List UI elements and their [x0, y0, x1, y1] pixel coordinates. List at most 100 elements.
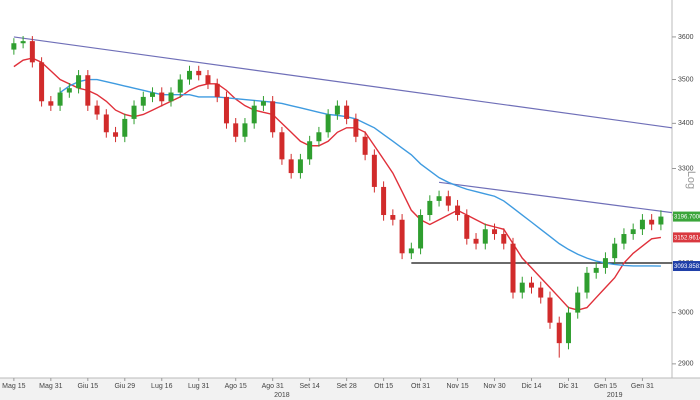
candle-body — [48, 101, 54, 106]
candle-body — [279, 132, 285, 160]
candle-body — [150, 92, 156, 97]
x-tick-label: Ott 15 — [374, 383, 393, 390]
candle-body — [223, 96, 229, 124]
x-tick-label: Giu 15 — [78, 383, 99, 390]
candle-body — [658, 216, 664, 225]
candle-body — [649, 219, 655, 225]
x-tick-label: Gen 15 — [594, 383, 617, 390]
candle-body — [538, 287, 544, 298]
x-tick-label: Set 28 — [337, 383, 357, 390]
price-marker-label: 3093.8581 — [674, 264, 700, 270]
trendline — [438, 181, 673, 214]
x-tick-label: Nov 15 — [446, 383, 468, 390]
candle-body — [445, 196, 451, 206]
candle-body — [177, 79, 183, 93]
candle-body — [482, 229, 488, 244]
moving-average-line — [13, 57, 662, 311]
candle-body — [436, 196, 442, 201]
year-label: 2019 — [607, 392, 623, 399]
candle-body — [593, 267, 599, 273]
y-tick-label: 3500 — [678, 76, 694, 83]
x-tick-label: Ago 31 — [262, 383, 284, 390]
candle-body — [381, 186, 387, 216]
candle-body — [260, 101, 266, 106]
candle-body — [455, 205, 461, 216]
y-tick-label: 3400 — [678, 120, 694, 127]
x-tick-label: Lug 31 — [188, 383, 210, 390]
x-tick-label: Ago 15 — [225, 383, 247, 390]
candle-body — [94, 105, 100, 115]
x-tick-label: Ott 31 — [411, 383, 430, 390]
candle-body — [353, 118, 359, 137]
candle-body — [621, 234, 627, 244]
candle-body — [159, 92, 165, 102]
candle-body — [307, 141, 313, 160]
y-tick-label: 3000 — [678, 309, 694, 316]
candle-body — [103, 114, 109, 133]
price-marker-label: 3152.9614 — [674, 235, 700, 241]
candle-body — [122, 118, 128, 137]
candle-body — [214, 83, 220, 97]
candle-body — [630, 229, 636, 235]
candle-body — [510, 243, 516, 293]
price-marker — [673, 211, 700, 222]
candle-body — [501, 234, 507, 244]
x-tick-label: Nov 30 — [483, 383, 505, 390]
candle-body — [325, 114, 331, 133]
x-tick-label: Gen 31 — [631, 383, 654, 390]
candle-body — [29, 41, 35, 63]
candle-body — [57, 92, 63, 106]
candle-body — [20, 41, 26, 44]
x-tick-label: Mag 15 — [2, 383, 25, 390]
candle-body — [168, 92, 174, 102]
candle-body — [205, 75, 211, 84]
candle-body — [186, 70, 192, 80]
x-tick-label: Dic 31 — [559, 383, 579, 390]
candle-body — [66, 88, 72, 93]
candle-body — [565, 312, 571, 344]
price-marker — [673, 232, 700, 243]
candle-body — [399, 219, 405, 254]
candle-body — [316, 132, 322, 142]
candle-body — [371, 154, 377, 187]
price-marker-label: 3196.7000 — [674, 215, 700, 221]
candle-body — [519, 282, 525, 293]
candle-body — [390, 215, 396, 220]
price-marker — [673, 261, 700, 272]
year-label: 2018 — [274, 392, 290, 399]
candle-body — [602, 258, 608, 268]
x-tick-label: Dic 14 — [522, 383, 542, 390]
candle-body — [85, 75, 91, 106]
candle-body — [113, 132, 119, 137]
y-tick-label: 3600 — [678, 34, 694, 41]
trendline — [13, 36, 673, 129]
x-tick-label: Mag 31 — [39, 383, 62, 390]
x-axis-band — [0, 378, 700, 400]
candle-body — [612, 243, 618, 259]
candle-body — [528, 282, 534, 288]
candle-body — [334, 105, 340, 115]
x-tick-label: Giu 29 — [114, 383, 135, 390]
candle-body — [575, 292, 581, 313]
candle-body — [639, 219, 645, 230]
y-tick-label: 3300 — [678, 165, 694, 172]
candle-body — [242, 123, 248, 137]
y-tick-label: 2900 — [678, 361, 694, 368]
axis-title: Log — [685, 171, 697, 189]
candle-body — [492, 229, 498, 235]
candle-body — [140, 96, 146, 106]
candle-body — [584, 272, 590, 293]
candle-body — [464, 215, 470, 239]
candle-body — [473, 238, 479, 244]
candle-body — [196, 70, 202, 76]
candle-body — [408, 248, 414, 254]
candle-body — [344, 105, 350, 119]
x-tick-label: Lug 16 — [151, 383, 173, 390]
candle-body — [418, 215, 424, 249]
candle-body — [39, 62, 45, 102]
candle-body — [288, 159, 294, 174]
candle-body — [270, 101, 276, 133]
candle-body — [362, 136, 368, 155]
